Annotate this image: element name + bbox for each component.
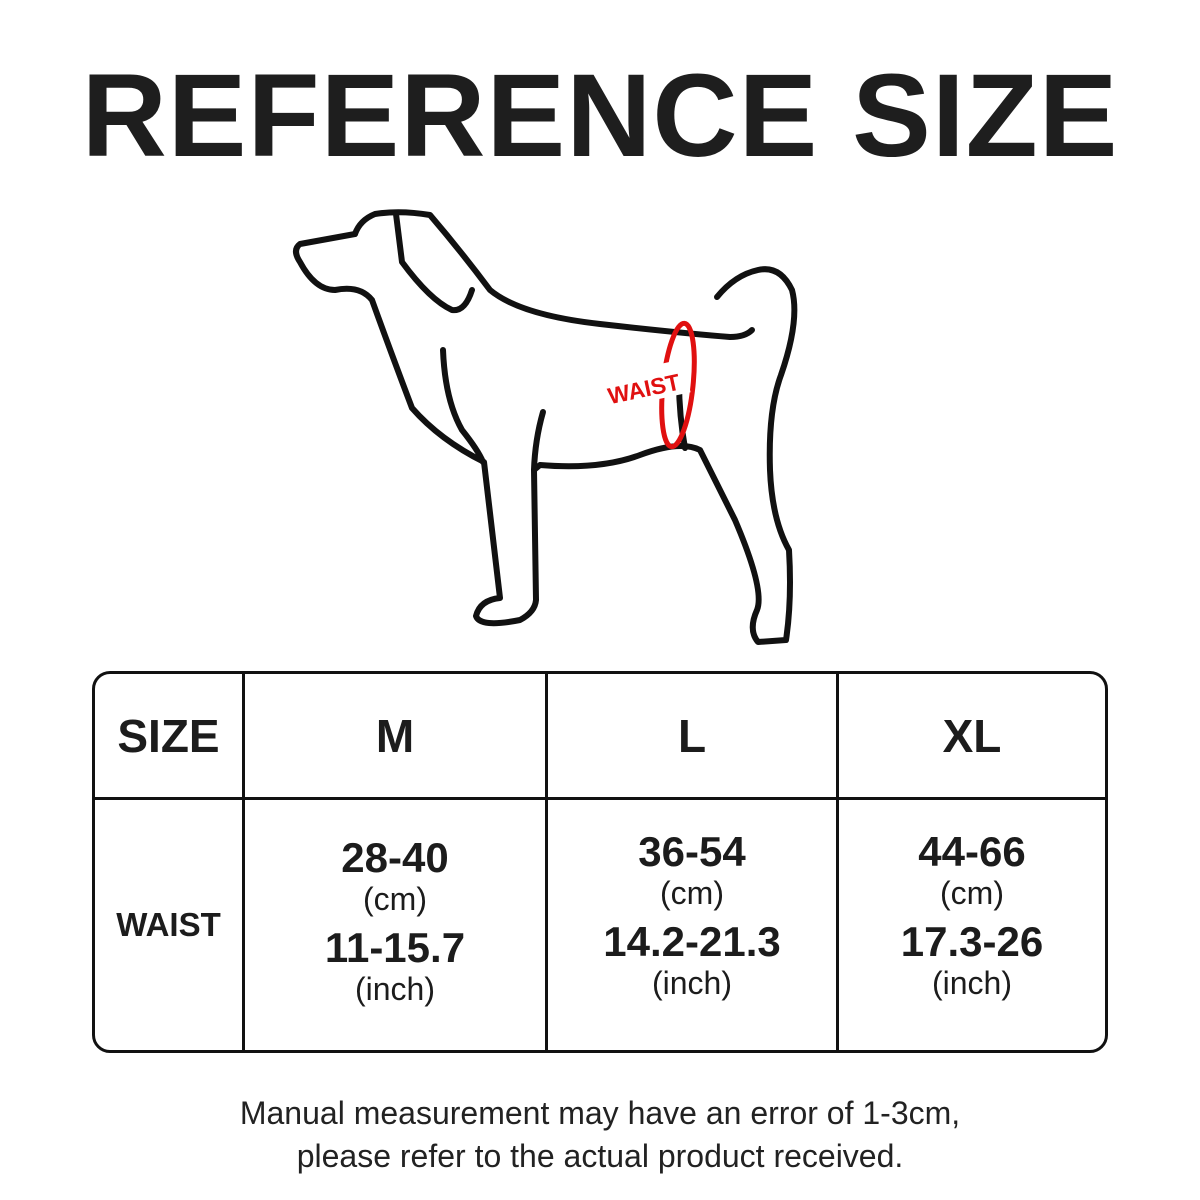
dog-chest	[440, 347, 486, 465]
dog-front-leg-back	[531, 409, 546, 473]
inch-value: 11-15.7	[324, 924, 466, 971]
size-table: SIZE M L XL WAIST 28-40 (cm) 11-15.7 (in…	[92, 671, 1108, 1053]
size-xl-waist: 44-66 (cm) 17.3-26 (inch)	[839, 794, 1105, 1044]
measurement-note: Manual measurement may have an error of …	[0, 1092, 1200, 1178]
size-xl-header: XL	[942, 709, 1002, 762]
size-header: SIZE	[117, 709, 220, 762]
size-m-header: M	[375, 709, 415, 762]
column-divider	[242, 674, 245, 1050]
size-m-waist: 28-40 (cm) 11-15.7 (inch)	[245, 800, 545, 1050]
page-title: REFERENCE SIZE	[81, 50, 1119, 182]
column-divider	[836, 674, 839, 1050]
size-l-waist: 36-54 (cm) 14.2-21.3 (inch)	[548, 794, 836, 1044]
inch-value: 14.2-21.3	[603, 918, 781, 965]
cm-unit: (cm)	[940, 875, 1004, 911]
cm-value: 36-54	[638, 828, 746, 875]
cm-value: 28-40	[341, 834, 449, 881]
dog-outline	[293, 231, 798, 645]
inch-value: 17.3-26	[900, 918, 1044, 965]
cm-value: 44-66	[918, 828, 1026, 875]
row-divider	[95, 797, 1105, 800]
waist-row-label: WAIST	[116, 906, 221, 943]
column-divider	[545, 674, 548, 1050]
dog-ear	[393, 211, 475, 314]
cm-unit: (cm)	[660, 875, 724, 911]
dog-back	[352, 209, 755, 340]
note-line-1: Manual measurement may have an error of …	[239, 1095, 961, 1131]
inch-unit: (inch)	[931, 965, 1012, 1001]
dog-illustration: WAIST	[293, 209, 798, 645]
note-line-2: please refer to the actual product recei…	[296, 1138, 904, 1174]
size-l-header: L	[677, 709, 707, 762]
inch-unit: (inch)	[651, 965, 732, 1001]
inch-unit: (inch)	[354, 971, 435, 1007]
cm-unit: (cm)	[363, 881, 427, 917]
